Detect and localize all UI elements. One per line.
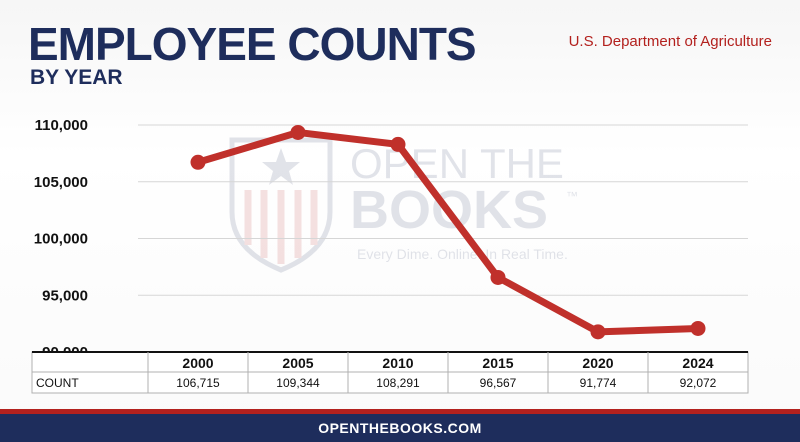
data-value-label: 96,567: [480, 376, 517, 390]
footer-text: OPENTHEBOOKS.COM: [318, 420, 482, 436]
source-label: U.S. Department of Agriculture: [568, 33, 772, 50]
series-line: [190, 124, 706, 340]
watermark-tagline: Every Dime. Online. In Real Time.: [357, 246, 568, 262]
footer-banner: OPENTHEBOOKS.COM: [0, 409, 800, 442]
data-point: [690, 320, 706, 336]
y-tick-label: 110,000: [35, 117, 88, 134]
x-tick-label: 2015: [482, 355, 513, 371]
x-tick-label: 2010: [382, 355, 413, 371]
x-tick-label: 2020: [582, 355, 613, 371]
watermark-line1: OPEN THE: [350, 140, 564, 187]
table-row-label: COUNT: [36, 376, 79, 390]
chart-subtitle: BY YEAR: [30, 66, 123, 89]
data-value-label: 91,774: [580, 376, 617, 390]
shield-stripes: [244, 190, 318, 264]
data-value-label: 106,715: [176, 376, 220, 390]
line-chart: OPEN THE BOOKS ™ Every Dime. Online. In …: [31, 117, 749, 394]
x-tick-label: 2000: [182, 355, 213, 371]
data-point: [590, 324, 606, 340]
grid-lines: [138, 124, 748, 296]
data-value-label: 109,344: [276, 376, 320, 390]
chart-title: EMPLOYEE COUNTS: [28, 18, 477, 70]
y-tick-label: 95,000: [42, 287, 88, 304]
star-icon: [262, 148, 300, 185]
x-tick-label: 2024: [682, 355, 713, 371]
data-point: [290, 124, 306, 140]
data-point: [190, 154, 206, 170]
y-tick-label: 100,000: [34, 231, 88, 248]
x-tick-label: 2005: [282, 355, 313, 371]
series-path: [194, 128, 702, 336]
data-table: COUNT 2000 106,715 2005 109,344 2010 108,291 20…: [31, 351, 749, 394]
data-point: [390, 136, 406, 152]
data-value-label: 108,291: [376, 376, 420, 390]
data-point: [490, 269, 506, 285]
shield-logo-icon: [229, 137, 333, 273]
data-value-label: 92,072: [680, 376, 717, 390]
y-tick-label: 105,000: [34, 174, 88, 191]
watermark-tm: ™: [566, 189, 578, 203]
